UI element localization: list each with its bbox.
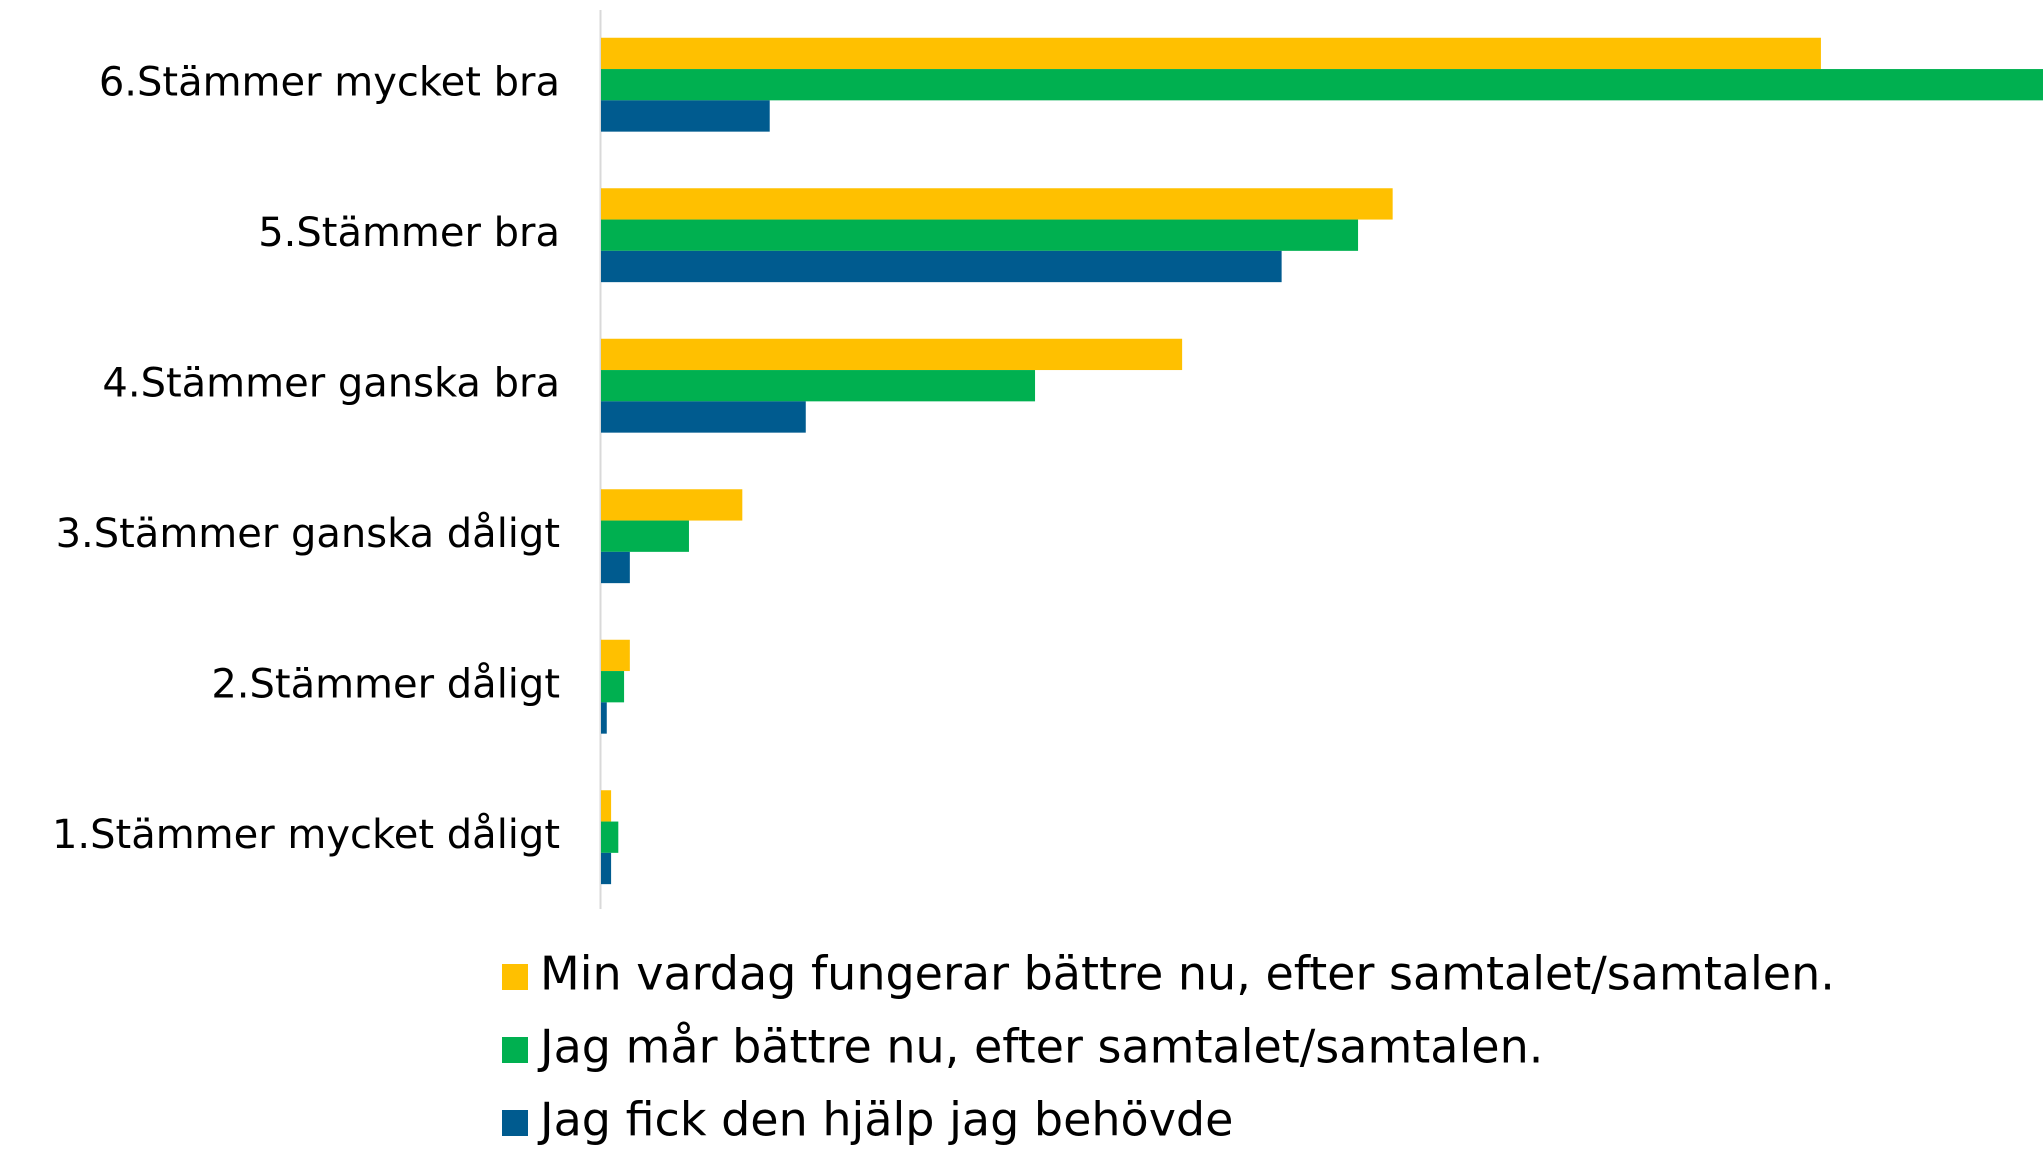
y-tick-label: 5.Stämmer bra — [258, 210, 560, 256]
y-tick-label: 2.Stämmer dåligt — [211, 662, 560, 708]
legend-swatch — [502, 1110, 528, 1136]
bar — [601, 219, 1359, 251]
bar — [601, 401, 806, 433]
y-tick-label: 1.Stämmer mycket dåligt — [52, 812, 560, 858]
y-tick-label: 4.Stämmer ganska bra — [102, 361, 560, 407]
bar — [601, 852, 612, 885]
bar — [601, 520, 689, 552]
bar — [601, 790, 612, 822]
legend-label: Min vardag fungerar bättre nu, efter sam… — [540, 947, 1835, 1001]
bar — [601, 37, 1821, 70]
bar — [601, 639, 630, 672]
bar — [601, 69, 2043, 101]
bar — [601, 338, 1183, 371]
bar — [601, 821, 619, 853]
bar — [601, 671, 625, 703]
bar — [601, 100, 770, 132]
bar — [601, 188, 1393, 220]
bar — [601, 702, 607, 734]
bar — [601, 551, 630, 584]
bar — [601, 370, 1036, 402]
bar — [601, 250, 1282, 283]
y-tick-label: 6.Stämmer mycket bra — [99, 60, 560, 106]
bar — [601, 489, 743, 521]
legend-label: Jag mår bättre nu, efter samtalet/samtal… — [537, 1020, 1543, 1074]
y-tick-label: 3.Stämmer ganska dåligt — [56, 511, 560, 557]
legend-swatch — [502, 1037, 528, 1063]
legend-label: Jag fick den hjälp jag behövde — [537, 1093, 1233, 1147]
legend-swatch — [502, 964, 528, 990]
